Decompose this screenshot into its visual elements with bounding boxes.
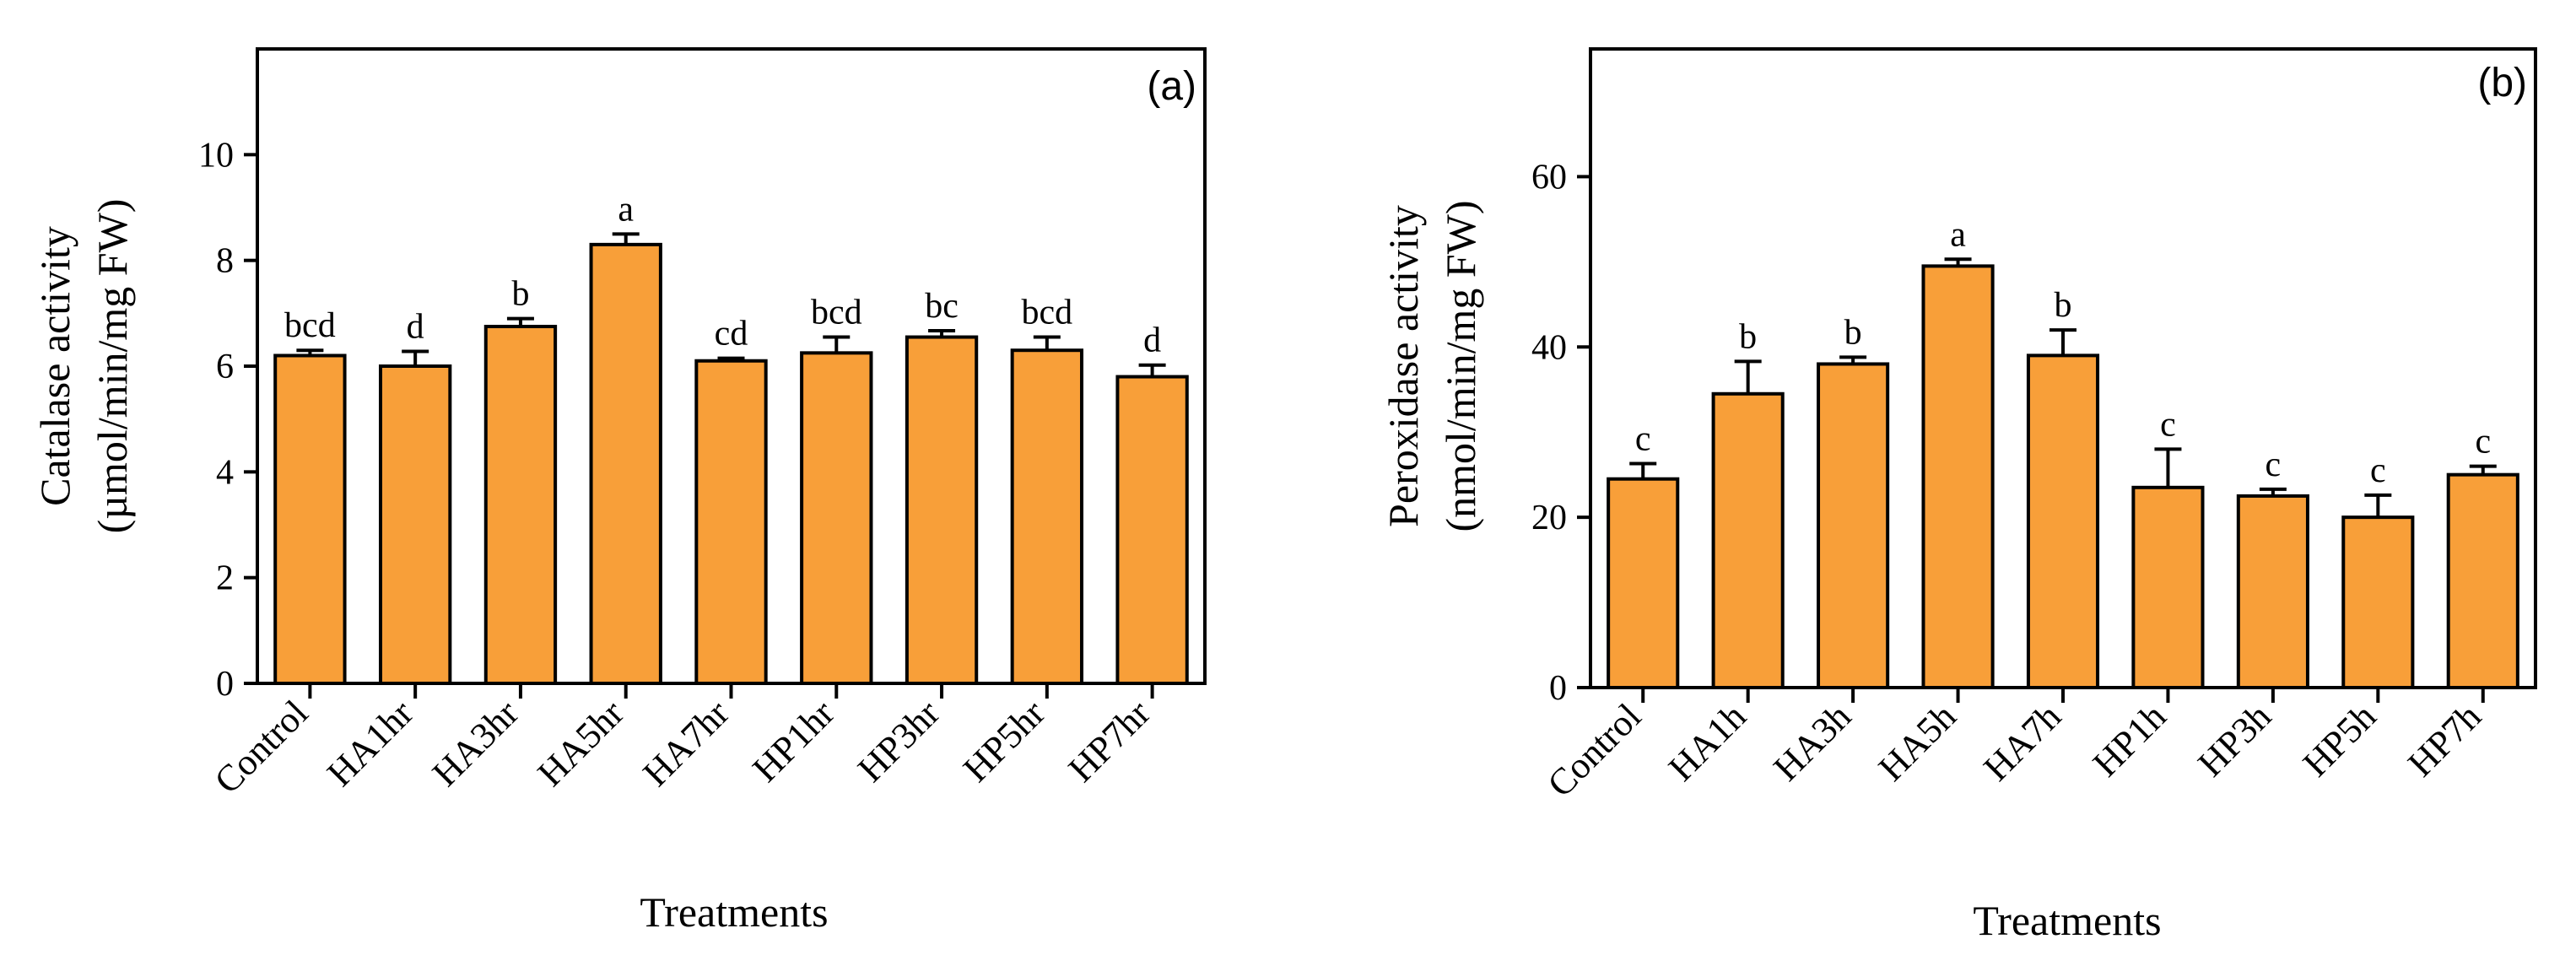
x-category-label: Control — [1540, 695, 1650, 805]
x-category-label: HP3h — [2190, 695, 2279, 785]
x-category-label: HP3hr — [850, 692, 948, 790]
x-category-label: HP5h — [2295, 695, 2384, 785]
x-category-label: HA3hr — [424, 692, 527, 794]
x-category-label: HP7h — [2400, 695, 2489, 785]
bar — [483, 325, 558, 685]
significance-label: b — [2055, 286, 2072, 325]
significance-label: d — [407, 307, 424, 346]
x-category-label: HA7h — [1975, 695, 2069, 789]
bar — [1115, 375, 1189, 685]
significance-label: bcd — [284, 306, 336, 345]
y-axis-label: Peroxidase activity — [1380, 205, 1427, 527]
bar — [378, 364, 452, 685]
panel-label: (a) — [1147, 64, 1196, 109]
x-axis-label: Treatments — [1973, 897, 2161, 944]
x-category-label: HA3h — [1765, 695, 1859, 789]
panel-a-catalase-chart: 0246810bcdControldHA1hrbHA3hraHA5hrcdHA7… — [31, 47, 1207, 936]
x-category-label: HP5hr — [955, 692, 1053, 790]
y-tick-label: 10 — [198, 136, 234, 175]
bar — [2236, 494, 2309, 690]
y-tick-label: 6 — [216, 348, 234, 386]
significance-label: b — [511, 275, 529, 314]
y-tick-label: 0 — [1549, 669, 1567, 708]
bar — [2341, 515, 2415, 690]
y-axis-unit-label: (µmol/min/mg FW) — [89, 199, 136, 534]
significance-label: cd — [715, 315, 748, 353]
bar — [589, 242, 662, 686]
significance-label: a — [1950, 215, 1966, 254]
x-category-label: HA1hr — [319, 692, 421, 794]
significance-label: c — [2265, 445, 2282, 484]
y-tick-label: 0 — [216, 665, 234, 704]
x-category-label: HP7hr — [1061, 692, 1158, 790]
y-tick-label: 20 — [1531, 499, 1567, 537]
x-axis-label: Treatments — [640, 888, 828, 936]
significance-label: bcd — [1022, 294, 1073, 332]
bar — [1921, 264, 1995, 689]
bar — [2026, 353, 2100, 689]
x-category-label: HP1h — [2085, 695, 2174, 785]
significance-label: bcd — [811, 294, 862, 332]
x-category-label: HA5h — [1871, 695, 1964, 789]
x-category-label: HP1hr — [744, 692, 842, 790]
bar — [1607, 477, 1680, 689]
bar — [905, 335, 979, 685]
significance-label: a — [618, 190, 634, 229]
y-axis-label: Catalase activity — [31, 226, 78, 506]
bar — [1711, 391, 1785, 689]
bar — [2446, 472, 2519, 690]
bar — [694, 359, 768, 685]
bar — [1817, 362, 1890, 689]
significance-label: c — [2160, 405, 2176, 444]
bar — [800, 351, 873, 685]
y-tick-label: 60 — [1531, 158, 1567, 197]
bar — [2131, 485, 2205, 689]
x-category-label: HA5hr — [530, 692, 632, 794]
significance-label: c — [1635, 420, 1651, 459]
bar — [1010, 348, 1084, 685]
y-tick-label: 4 — [216, 453, 234, 492]
panel-b-peroxidase-chart: 0 20 40 60 c Control b HA1h b HA3h a HA5h b HA7h c HP1h… — [1380, 47, 2537, 944]
x-category-label: HA7hr — [635, 692, 737, 794]
significance-label: c — [2475, 423, 2491, 461]
significance-label: b — [1739, 317, 1757, 356]
bar — [273, 353, 347, 685]
significance-label: d — [1143, 321, 1161, 360]
significance-label: b — [1844, 313, 1862, 352]
y-tick-label: 8 — [216, 242, 234, 281]
significance-label: bc — [925, 287, 959, 326]
y-tick-label: 40 — [1531, 328, 1567, 367]
y-axis-unit-label: (nmol/min/mg FW) — [1437, 200, 1484, 532]
significance-label: c — [2370, 451, 2386, 490]
x-category-label: HA1h — [1661, 695, 1754, 789]
panel-label: (b) — [2477, 61, 2527, 105]
x-category-label: Control — [207, 692, 316, 801]
y-tick-label: 2 — [216, 559, 234, 598]
